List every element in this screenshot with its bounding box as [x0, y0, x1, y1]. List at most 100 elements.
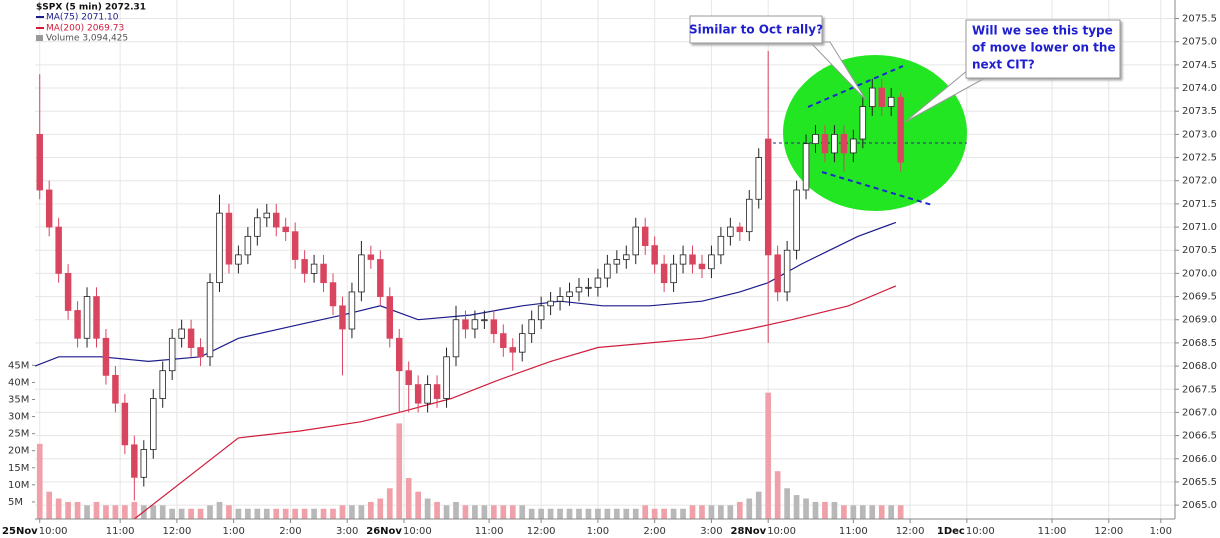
volume-bar: [746, 498, 753, 519]
candle-body: [736, 226, 744, 233]
candle-body: [783, 249, 791, 293]
legend-main: $SPX (5 min) 2072.31: [36, 3, 146, 13]
candle-body: [74, 310, 81, 339]
candle-body: [604, 263, 611, 279]
volume-bar: [74, 501, 81, 519]
volume-bar: [226, 505, 232, 519]
legend-swatch: [36, 35, 43, 41]
volume-bar: [585, 508, 592, 519]
volume-bar: [878, 505, 885, 519]
candle-body: [556, 296, 564, 302]
candle-layer: [36, 50, 904, 501]
volume-bar: [869, 505, 876, 519]
volume-bar: [65, 501, 71, 519]
volume-bar: [84, 505, 90, 519]
callout-text: Similar to Oct rally?: [689, 23, 823, 37]
volume-bar: [368, 501, 374, 519]
y-tick-label: 2075.5: [1182, 14, 1217, 25]
legend-volume: Volume 3,094,425: [46, 34, 128, 44]
volume-bar: [55, 498, 62, 519]
callout: Will we see this type of move lower on t…: [904, 19, 1121, 123]
candle-body: [859, 106, 867, 140]
volume-bar: [292, 508, 299, 519]
x-tick-label: 1:00: [1150, 526, 1172, 537]
volume-bar: [604, 508, 611, 519]
y-tick-label: 2072.5: [1182, 153, 1217, 164]
volume-bar: [282, 508, 289, 519]
x-day-label: 25Nov: [2, 526, 38, 537]
candle-body: [774, 254, 781, 293]
candle-body: [45, 189, 53, 228]
candle-body: [187, 328, 195, 348]
y-tick-label: 2070.5: [1182, 245, 1217, 256]
candle-body: [793, 189, 800, 251]
volume-bar: [576, 508, 582, 519]
volume-bar: [519, 505, 526, 519]
x-tick-label: 10:00: [403, 526, 432, 537]
candle-body: [547, 300, 554, 307]
volume-bar: [93, 501, 100, 519]
volume-bar: [850, 505, 857, 519]
volume-bar: [453, 501, 459, 519]
candle-body: [566, 291, 573, 297]
candle-body: [698, 263, 706, 270]
candle-body: [717, 235, 725, 256]
y-tick-label: 2072.0: [1182, 176, 1217, 187]
y-tick-label: 2070.0: [1182, 268, 1217, 279]
volume-bar: [207, 505, 213, 519]
candle-body: [216, 212, 223, 284]
candle-body: [225, 212, 233, 265]
volume-bar: [197, 508, 204, 519]
volume-bar: [311, 508, 317, 519]
volume-bar: [595, 508, 601, 519]
volume-bar: [793, 495, 800, 519]
candle-body: [348, 291, 356, 330]
candle-body: [490, 319, 498, 335]
callout-box: [965, 19, 1121, 79]
candle-body: [168, 337, 176, 372]
candle-body: [443, 356, 450, 399]
candle-body: [585, 286, 592, 289]
candle-body: [395, 337, 403, 372]
volume-bar: [434, 501, 440, 519]
candle-body: [197, 347, 204, 358]
volume-bar: [424, 498, 431, 519]
candle-body: [689, 254, 696, 265]
volume-layer: [36, 392, 904, 519]
candle-body: [840, 133, 848, 154]
x-tick-label: 12:00: [1094, 526, 1123, 537]
candle-body: [320, 263, 327, 284]
callout: Similar to Oct rally?: [689, 15, 867, 101]
volume-bar: [557, 508, 563, 519]
volume-bar: [736, 501, 743, 519]
y2-tick-label: 5M: [8, 497, 23, 508]
candle-body: [83, 296, 91, 339]
volume-bar: [774, 471, 781, 519]
volume-bar: [472, 505, 478, 519]
candle-body: [575, 286, 583, 293]
candle-body: [367, 254, 375, 260]
volume-bar: [680, 508, 686, 519]
volume-bar: [330, 508, 336, 519]
y-tick-label: 2071.0: [1182, 222, 1217, 233]
y-tick-label: 2074.0: [1182, 83, 1217, 94]
candle-body: [206, 282, 214, 358]
candle-body: [433, 384, 441, 399]
candle-body: [93, 296, 100, 339]
volume-bar: [178, 508, 185, 519]
candle-body: [291, 231, 299, 260]
volume-bar: [46, 491, 53, 519]
candle-body: [112, 374, 119, 404]
candle-body: [670, 263, 677, 284]
candle-body: [887, 96, 895, 107]
volume-bar: [841, 505, 847, 519]
y-tick-label: 2067.5: [1182, 384, 1217, 395]
x-day-label: 28Nov: [731, 526, 767, 537]
y2-tick-label: 30M: [8, 412, 29, 423]
y2-tick-label: 45M: [8, 360, 29, 371]
x-tick-label: 10:00: [966, 526, 995, 537]
y-tick-label: 2069.5: [1182, 292, 1217, 303]
volume-bar: [150, 505, 157, 519]
y-tick-label: 2066.0: [1182, 454, 1217, 465]
